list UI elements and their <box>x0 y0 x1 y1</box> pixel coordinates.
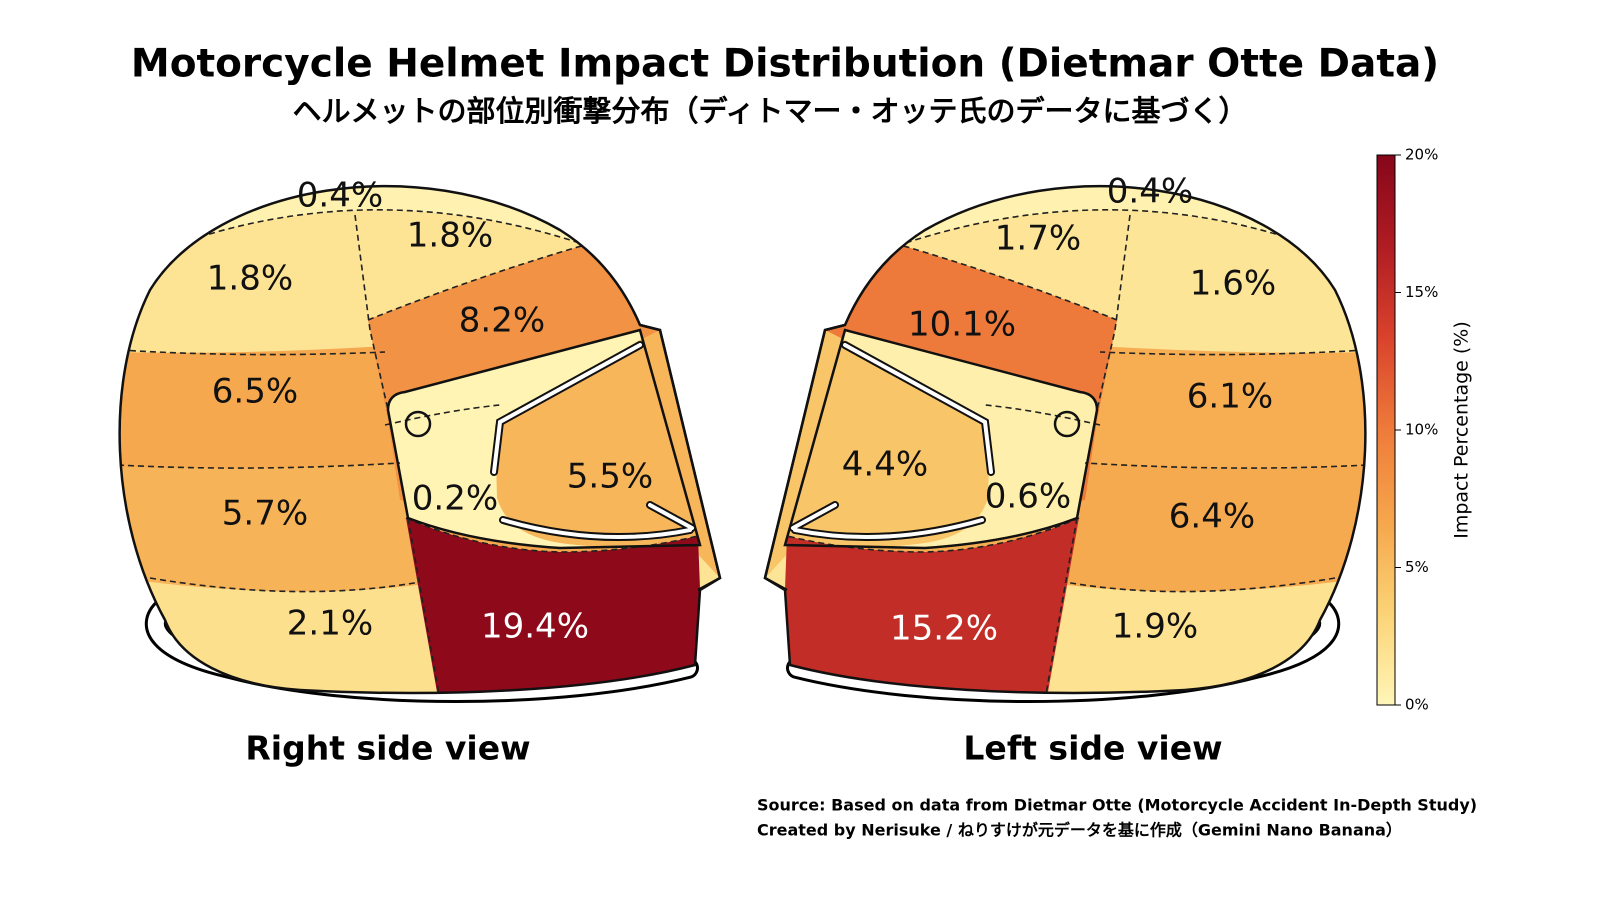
region-boundary <box>1044 517 1078 693</box>
colorbar <box>1376 154 1396 706</box>
region-label: 0.6% <box>985 477 1071 517</box>
region-label: 1.8% <box>207 259 293 299</box>
region-boundary <box>1084 462 1366 469</box>
region-label: 2.1% <box>287 604 373 644</box>
region-label: 19.4% <box>481 607 589 647</box>
region-boundary <box>367 241 596 321</box>
region-boundary <box>407 517 441 693</box>
view-label: Left side view <box>963 729 1222 768</box>
source-note: Source: Based on data from Dietmar Otte … <box>757 796 1477 815</box>
region-label: 10.1% <box>908 305 1016 345</box>
region-label: 0.2% <box>412 479 498 519</box>
region-boundary <box>884 209 1296 251</box>
region-label: 6.5% <box>212 372 298 412</box>
source-note: Created by Nerisuke / ねりすけが元データを基に作成（Gem… <box>757 821 1402 840</box>
region-boundary <box>405 517 699 553</box>
visor-line <box>791 343 993 539</box>
region-boundary <box>354 214 389 411</box>
region-boundary <box>1099 349 1366 356</box>
colorbar-tick-label: 5% <box>1405 558 1429 576</box>
colorbar-label: Impact Percentage (%) <box>1451 321 1473 539</box>
region-label: 15.2% <box>890 609 998 649</box>
region-label: 1.6% <box>1190 264 1276 304</box>
colorbar-tick-label: 20% <box>1405 146 1438 164</box>
visor-line <box>492 343 694 539</box>
face-opening <box>783 328 1099 550</box>
helmet <box>118 184 722 703</box>
region-label: 0.4% <box>1107 172 1193 212</box>
impact-region <box>120 578 440 693</box>
region-label: 0.4% <box>297 176 383 216</box>
region-label: 6.1% <box>1187 377 1273 417</box>
region-label: 1.7% <box>995 219 1081 259</box>
chart-title: Motorcycle Helmet Impact Distribution (D… <box>131 42 1439 87</box>
face-opening <box>386 328 702 550</box>
chart-subtitle: ヘルメットの部位別衝撃分布（ディトマー・オッテ氏のデータに基づく） <box>293 94 1248 128</box>
region-boundary <box>149 577 421 593</box>
region-boundary <box>889 241 1118 321</box>
region-label: 5.7% <box>222 494 308 534</box>
colorbar-tick-label: 10% <box>1405 421 1438 439</box>
region-boundary <box>1096 214 1131 411</box>
impact-region <box>1045 578 1365 693</box>
region-label: 6.4% <box>1169 497 1255 537</box>
region-boundary <box>119 462 401 469</box>
region-label: 5.5% <box>567 457 653 497</box>
region-boundary <box>984 404 1101 426</box>
region-label: 1.8% <box>407 216 493 256</box>
region-boundary <box>384 404 501 426</box>
region-boundary <box>119 349 386 356</box>
view-label: Right side view <box>245 729 530 768</box>
colorbar-tick-label: 15% <box>1405 283 1438 301</box>
colorbar-tick-label: 0% <box>1405 696 1429 714</box>
region-label: 4.4% <box>842 445 928 485</box>
visor-pivot <box>1053 410 1081 438</box>
helmet <box>763 184 1367 703</box>
visor-pivot <box>404 410 432 438</box>
region-boundary <box>189 209 601 251</box>
region-boundary <box>1064 577 1336 593</box>
region-boundary <box>786 517 1080 553</box>
impact-region <box>780 518 1079 693</box>
region-label: 8.2% <box>459 301 545 341</box>
region-label: 1.9% <box>1112 607 1198 647</box>
impact-region <box>406 518 705 693</box>
